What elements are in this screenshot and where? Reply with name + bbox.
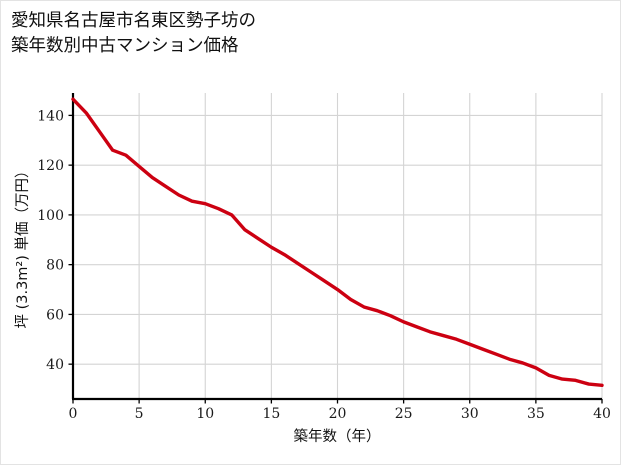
tick-labels: 0 5 10 15 20 25 30 35 40 40 60 80 100 120 140 — [37, 108, 611, 422]
price-line — [71, 97, 604, 388]
x-tick-label: 25 — [395, 406, 413, 422]
y-axis-title: 坪 (3.3m²) 単価（万円） — [14, 163, 31, 328]
chart-title: 愛知県名古屋市名東区勢子坊の 築年数別中古マンション価格 — [11, 11, 256, 56]
x-tick-label: 10 — [196, 406, 214, 422]
y-tick-label: 120 — [37, 158, 64, 174]
y-tick-label: 40 — [46, 357, 64, 373]
x-axis-title: 築年数（年） — [294, 427, 381, 445]
x-tick-label: 5 — [135, 406, 144, 422]
y-tick-label: 100 — [37, 208, 64, 224]
tick-marks — [68, 114, 603, 404]
x-tick-label: 35 — [527, 406, 545, 422]
x-tick-label: 20 — [329, 406, 347, 422]
gridlines — [73, 93, 603, 399]
x-tick-label: 30 — [461, 406, 479, 422]
x-tick-label: 0 — [69, 406, 78, 422]
y-tick-label: 60 — [46, 307, 64, 323]
y-tick-label: 140 — [37, 108, 64, 124]
data-series — [71, 97, 604, 388]
x-tick-label: 40 — [593, 406, 611, 422]
y-tick-label: 80 — [46, 258, 64, 274]
x-tick-label: 15 — [262, 406, 280, 422]
